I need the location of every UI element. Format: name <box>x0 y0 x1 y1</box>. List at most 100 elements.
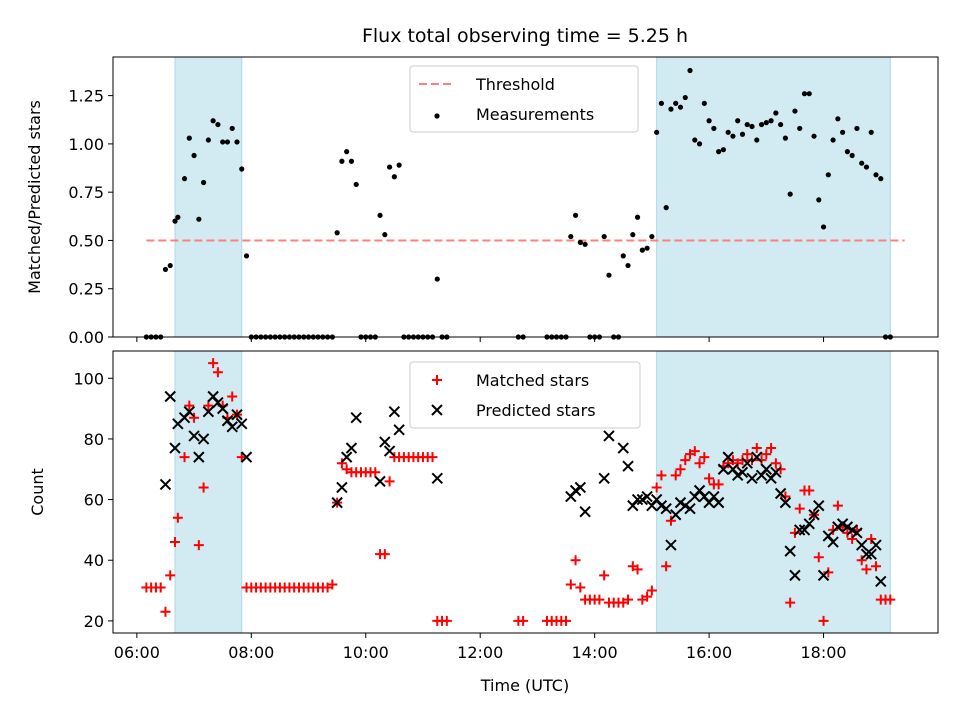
measurement-point <box>840 129 846 135</box>
y-tick-label: 0.75 <box>68 183 104 202</box>
predicted-star-point <box>350 412 362 424</box>
matched-star-point <box>804 485 815 496</box>
predicted-star-point <box>779 496 792 509</box>
matched-star-point <box>866 534 877 544</box>
measurement-point <box>162 266 169 273</box>
measurement-point <box>606 272 612 278</box>
measurement-point <box>816 197 822 203</box>
x-tick-label: 08:00 <box>228 643 274 662</box>
matched-star-point <box>665 515 676 526</box>
legend-label: Threshold <box>475 75 555 94</box>
measurement-point <box>658 100 665 106</box>
measurement-point <box>634 214 641 220</box>
measurement-point <box>801 91 808 97</box>
measurement-point <box>811 133 817 139</box>
measurement-point <box>601 233 607 240</box>
measurement-point <box>224 139 231 145</box>
matched-star-point <box>441 615 452 626</box>
top-y-axis-label: Matched/Predicted stars <box>25 100 44 294</box>
measurement-point <box>644 245 650 251</box>
matched-star-point <box>179 452 190 463</box>
predicted-star-point <box>746 472 758 485</box>
matched-star-point <box>208 358 219 369</box>
predicted-star-point <box>793 524 806 536</box>
measurement-point <box>201 179 207 186</box>
measurement-point <box>229 125 235 132</box>
matched-star-point <box>212 367 223 378</box>
predicted-star-point <box>641 490 653 503</box>
legend-label: Matched stars <box>476 371 589 390</box>
measurement-point <box>711 125 717 132</box>
measurement-point <box>859 160 865 166</box>
measurement-point <box>744 121 750 128</box>
matched-star-point <box>227 391 238 402</box>
measurement-point <box>792 108 798 114</box>
matched-star-point <box>823 567 834 578</box>
matched-star-point <box>427 452 438 463</box>
predicted-star-point <box>760 463 773 475</box>
measurement-point <box>434 276 440 282</box>
measurement-point <box>778 121 784 128</box>
matched-star-point <box>856 555 867 566</box>
predicted-star-point <box>431 472 443 485</box>
matched-star-point <box>785 597 796 608</box>
measurement-point <box>758 121 765 128</box>
matched-star-point <box>861 564 872 575</box>
measurement-point <box>739 131 746 137</box>
matched-star-point <box>704 473 715 484</box>
top-highlight-spans <box>174 56 891 338</box>
predicted-star-point <box>870 539 882 551</box>
measurement-point <box>386 164 393 170</box>
measurement-point <box>725 129 731 135</box>
predicted-star-point <box>631 493 644 506</box>
bottom-highlight-spans <box>174 350 891 634</box>
matched-star-point <box>623 594 634 605</box>
predicted-star-point <box>803 518 815 530</box>
bottom-axes-frame <box>112 350 939 634</box>
measurement-point <box>625 262 631 269</box>
predicted-star-point <box>717 463 730 475</box>
measurement-point <box>220 139 226 145</box>
y-tick-label: 40 <box>84 551 104 570</box>
matched-star-point <box>172 512 183 523</box>
measurement-point <box>175 214 181 220</box>
x-axis-label: Time (UTC) <box>480 676 569 695</box>
matched-star-point <box>813 552 824 563</box>
measurement-point <box>868 129 874 135</box>
predicted-star-point <box>240 451 253 463</box>
matched-star-point <box>789 527 800 538</box>
measurement-point <box>763 120 769 126</box>
matched-star-point <box>656 470 667 481</box>
measurement-point <box>754 137 760 143</box>
matched-star-point <box>661 561 672 572</box>
predicted-star-point <box>340 451 353 463</box>
measurement-point <box>787 191 793 197</box>
predicted-star-point <box>712 496 725 509</box>
measurement-point <box>167 262 173 269</box>
y-tick-label: 80 <box>84 430 104 449</box>
matched-star-point <box>384 476 395 487</box>
matched-star-point <box>198 482 209 493</box>
x-tick-label: 12:00 <box>457 643 503 662</box>
count-series <box>141 358 896 626</box>
predicted-star-point <box>202 405 215 418</box>
matched-star-point <box>670 470 681 481</box>
measurement-point <box>382 232 388 238</box>
highlight-span <box>656 56 891 338</box>
measurement-point <box>215 121 221 128</box>
predicted-star-point <box>231 408 243 421</box>
matched-star-point <box>632 564 643 575</box>
y-tick-label: 20 <box>84 612 104 631</box>
legend-matched-swatch <box>432 375 442 385</box>
predicted-star-point <box>598 472 610 485</box>
matched-star-point <box>236 452 247 463</box>
predicted-star-point <box>374 475 386 488</box>
matched-star-point <box>160 606 171 617</box>
predicted-star-point <box>774 487 787 500</box>
measurement-point <box>773 110 779 116</box>
measurement-point <box>630 232 636 238</box>
y-tick-label: 100 <box>73 369 104 388</box>
predicted-star-point <box>670 509 682 521</box>
predicted-star-point <box>622 460 634 472</box>
